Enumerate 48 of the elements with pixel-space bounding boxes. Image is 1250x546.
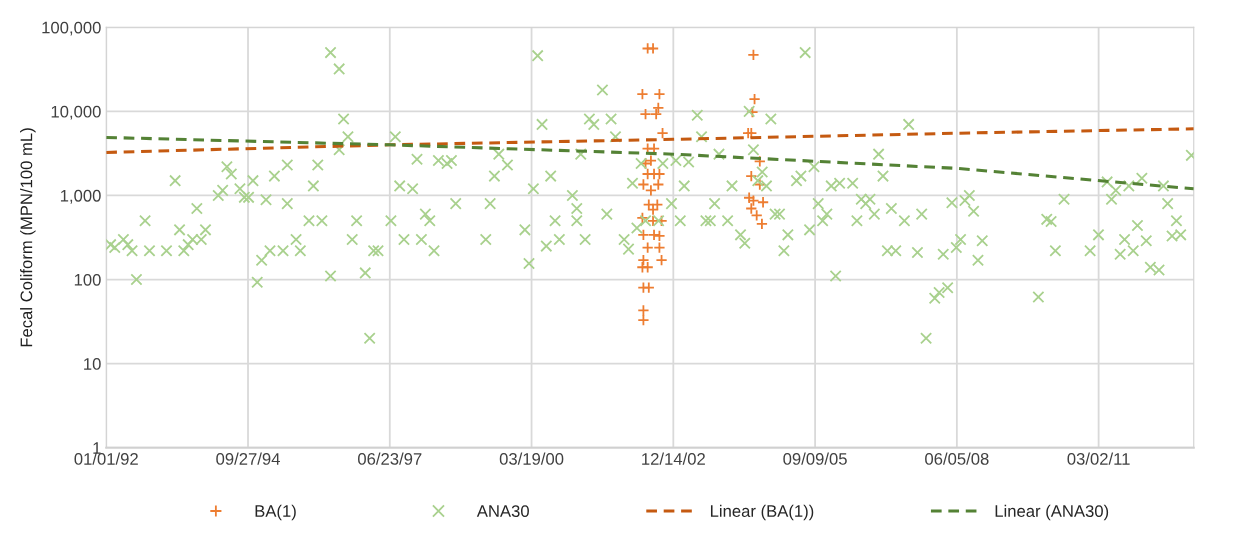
point	[653, 241, 666, 254]
point	[747, 48, 760, 61]
x-tick-label: 03/19/00	[499, 452, 564, 465]
y-tick-label: 100	[74, 273, 101, 286]
point	[656, 127, 669, 140]
line-series	[106, 127, 1194, 154]
point	[637, 313, 650, 327]
point	[750, 209, 763, 222]
x-tick-label: 12/14/02	[642, 452, 705, 465]
y-tick-label: 1	[93, 442, 101, 454]
point	[637, 304, 650, 317]
y-tick-label: 10,000	[51, 105, 101, 120]
legend-label: ANA30	[476, 505, 529, 517]
point	[755, 217, 768, 230]
x-tick-label: 01/01/92	[74, 452, 138, 465]
point	[745, 202, 758, 215]
legend-label: Linear (BA(1))	[710, 504, 814, 521]
legend-label: Linear (ANA30)	[995, 504, 1109, 521]
x-tick-label: 09/27/94	[216, 452, 280, 465]
y-tick-label: 10	[84, 358, 101, 370]
point	[637, 178, 650, 191]
point	[747, 194, 760, 207]
point	[646, 42, 660, 55]
point	[748, 93, 761, 106]
line-series	[106, 135, 1194, 191]
point	[641, 241, 654, 254]
point	[745, 170, 758, 183]
point	[642, 198, 655, 211]
point	[639, 107, 652, 121]
x-tick-label: 09/09/05	[783, 452, 847, 465]
y-tick-label: 100,000	[42, 21, 101, 36]
point	[653, 88, 666, 101]
point	[753, 178, 766, 191]
y-tick-label: 1,000	[60, 189, 101, 204]
point	[637, 254, 650, 267]
point	[653, 229, 666, 243]
point	[647, 228, 661, 241]
legend-label: BA(1)	[255, 504, 296, 521]
y-axis-title: Fecal Coliform (MPN/100 mL)	[20, 128, 36, 347]
point	[637, 228, 650, 241]
point	[757, 196, 770, 209]
point	[743, 191, 756, 204]
x-tick-label: 06/05/08	[925, 452, 989, 465]
point	[636, 88, 649, 101]
point	[753, 155, 766, 168]
point	[655, 254, 668, 267]
x-tick-label: 06/23/97	[358, 452, 422, 465]
x-tick-label: 03/02/11	[1067, 452, 1130, 465]
